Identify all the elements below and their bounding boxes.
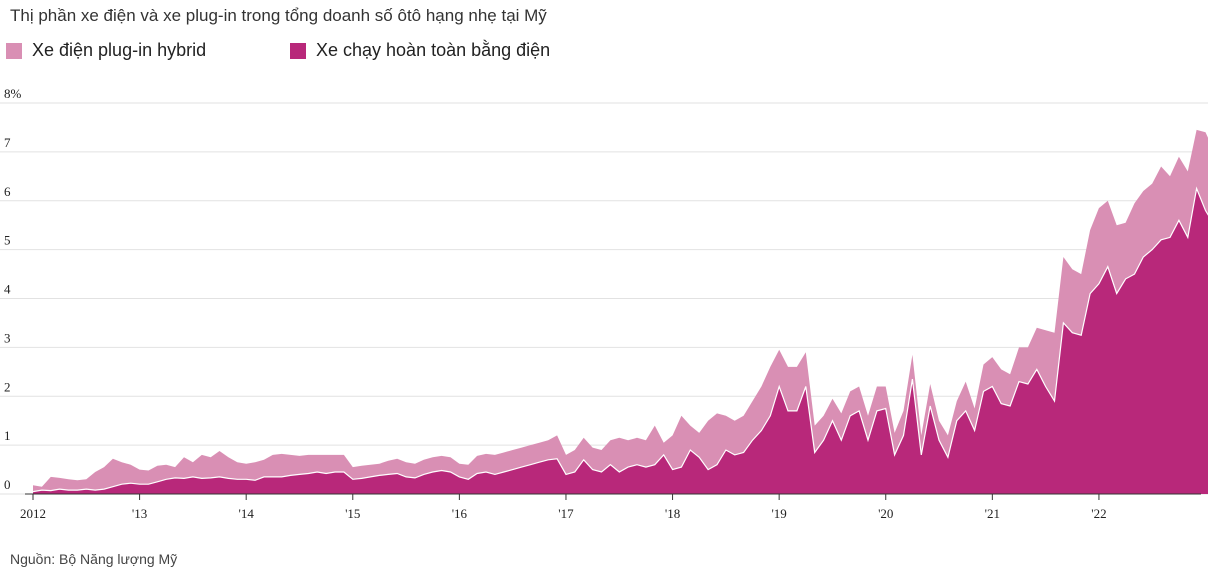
- y-tick-label-4: 4: [4, 282, 11, 297]
- x-tick-label-2017: '17: [558, 506, 574, 521]
- legend-item-plug-in-hybrid: Xe điện plug-in hybrid: [6, 40, 206, 61]
- x-tick-label-2016: '16: [452, 506, 468, 521]
- x-tick-label-2015: '15: [345, 506, 360, 521]
- y-tick-label-2: 2: [4, 379, 11, 394]
- x-tick-label-2022: '22: [1091, 506, 1106, 521]
- legend-swatch-battery-electric: [290, 42, 306, 59]
- chart-title: Thị phần xe điện và xe plug-in trong tổn…: [10, 6, 547, 25]
- legend-swatch-plug-in-hybrid: [6, 42, 22, 59]
- y-tick-label-6: 6: [4, 184, 11, 199]
- x-tick-label-2019: '19: [771, 506, 786, 521]
- legend-item-battery-electric: Xe chạy hoàn toàn bằng điện: [290, 40, 550, 61]
- y-tick-label-7: 7: [4, 135, 11, 150]
- source-note: Nguồn: Bộ Năng lượng Mỹ: [10, 551, 178, 567]
- y-tick-label-5: 5: [4, 233, 11, 248]
- x-tick-label-2020: '20: [878, 506, 893, 521]
- x-tick-label-2013: '13: [132, 506, 147, 521]
- legend: Xe điện plug-in hybrid Xe chạy hoàn toàn…: [0, 40, 1208, 64]
- legend-label-battery-electric: Xe chạy hoàn toàn bằng điện: [316, 40, 551, 60]
- y-tick-label-1: 1: [4, 428, 11, 443]
- x-tick-label-2014: '14: [239, 506, 255, 521]
- series-boundary-line: [32, 186, 1208, 493]
- x-tick-label-2012: 2012: [20, 506, 46, 521]
- y-tick-label-3: 3: [4, 330, 11, 345]
- x-tick-label-2018: '18: [665, 506, 680, 521]
- legend-label-plug-in-hybrid: Xe điện plug-in hybrid: [32, 40, 207, 60]
- x-tick-label-2021: '21: [985, 506, 1000, 521]
- y-tick-label-0: 0: [4, 477, 11, 492]
- area-series-battery-electric: [33, 188, 1208, 494]
- y-tick-label-8: 8%: [4, 86, 22, 101]
